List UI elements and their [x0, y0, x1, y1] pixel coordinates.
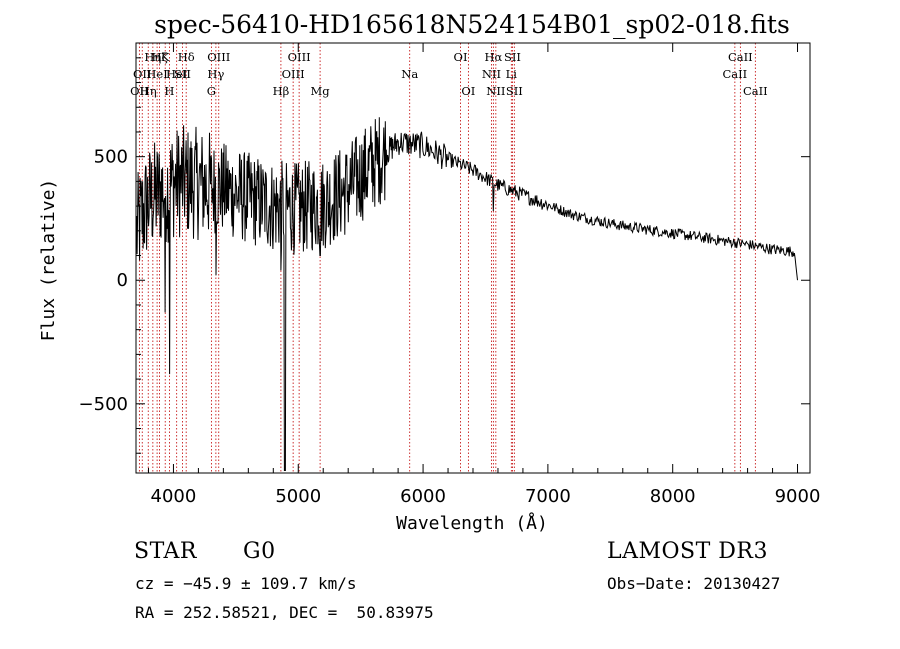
- chart-title: spec-56410-HD165618N524154B01_sp02-018.f…: [154, 10, 790, 39]
- y-tick-label-0: −500: [79, 394, 128, 415]
- line-label-18: Na: [401, 67, 418, 81]
- x-tick-label-0: 4000: [151, 486, 197, 507]
- x-tick-label-2: 6000: [400, 486, 446, 507]
- line-label-27: CaII: [722, 67, 747, 81]
- line-label-21: NII: [482, 67, 501, 81]
- line-label-16: OIII: [288, 50, 311, 64]
- coordinates: RA = 252.58521, DEC = 50.83975: [135, 603, 434, 622]
- line-label-22: Hα: [484, 50, 502, 64]
- plot-frame: [135, 42, 811, 474]
- line-label-23: NII: [486, 84, 505, 98]
- spectral-line-labels: OIIOIIHηHηHeIHζKHHeISIIHδGHγOIIIHβOIIIOI…: [130, 50, 768, 98]
- x-axis-label: Wavelength (Å): [396, 512, 548, 534]
- line-label-8: HeI: [166, 67, 187, 81]
- line-label-20: OI: [461, 84, 475, 98]
- line-label-25: SII: [504, 50, 521, 64]
- x-tick-label-4: 8000: [650, 486, 696, 507]
- object-subclass: G0: [243, 539, 276, 564]
- spectrum-line: [136, 117, 798, 471]
- line-label-29: CaII: [743, 84, 768, 98]
- line-label-26: SII: [506, 84, 523, 98]
- redshift-value: cz = −45.9 ± 109.7 km/s: [135, 574, 357, 593]
- line-label-4: HeI: [146, 67, 167, 81]
- line-label-3: Hη: [144, 50, 161, 64]
- line-label-6: K: [161, 50, 170, 64]
- line-label-1: OII: [133, 67, 152, 81]
- survey-name: LAMOST DR3: [607, 539, 768, 564]
- line-label-9: SII: [174, 67, 191, 81]
- spectral-line-markers: [138, 43, 756, 473]
- line-label-0: OII: [130, 84, 149, 98]
- spectrum-chart: spec-56410-HD165618N524154B01_sp02-018.f…: [38, 10, 821, 534]
- line-label-17: Mg: [311, 84, 331, 98]
- line-label-11: G: [207, 84, 216, 98]
- object-class: STAR: [134, 539, 197, 564]
- observation-date: Obs−Date: 20130427: [607, 574, 781, 593]
- x-tick-label-5: 9000: [775, 486, 821, 507]
- line-label-24: Li: [506, 67, 518, 81]
- line-label-13: OIII: [207, 50, 230, 64]
- x-tick-label-3: 7000: [525, 486, 571, 507]
- line-label-7: H: [164, 84, 174, 98]
- y-tick-label-2: 500: [94, 147, 128, 168]
- line-label-15: OIII: [282, 67, 305, 81]
- line-label-2: Hη: [140, 84, 157, 98]
- y-axis-ticks: −500 0 500: [79, 57, 810, 454]
- line-label-10: Hδ: [178, 50, 195, 64]
- line-label-19: OI: [454, 50, 468, 64]
- x-tick-label-1: 5000: [275, 486, 321, 507]
- x-axis-ticks: 4000 5000 6000 7000 8000 9000: [147, 43, 821, 507]
- line-label-28: CaII: [728, 50, 753, 64]
- line-label-5: Hζ: [151, 50, 167, 64]
- line-label-12: Hγ: [207, 67, 224, 81]
- y-tick-label-1: 0: [117, 270, 128, 291]
- line-label-14: Hβ: [273, 84, 290, 98]
- y-axis-label: Flux (relative): [38, 179, 59, 342]
